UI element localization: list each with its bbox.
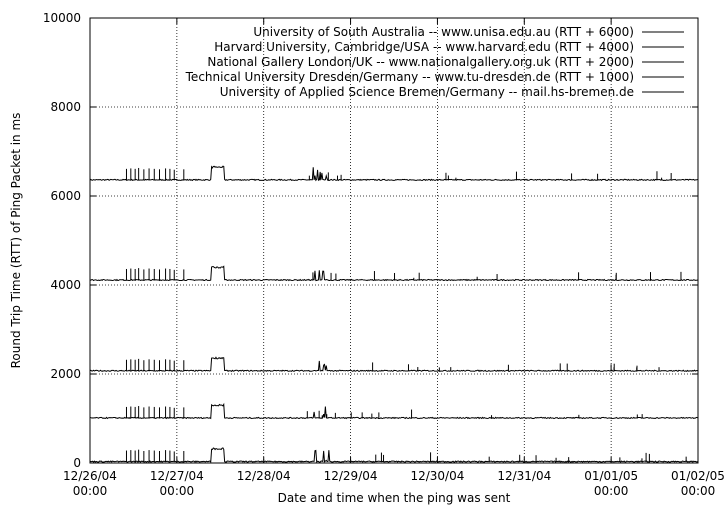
series-4 [89,447,699,464]
legend-label: University of South Australia -- www.uni… [253,25,634,39]
x-axis-title: Date and time when the ping was sent [278,491,511,505]
legend-label: National Gallery London/UK -- www.nation… [207,55,634,69]
series-line [89,447,699,464]
x-tick-label-time: 00:00 [681,484,716,498]
y-tick-label: 4000 [50,278,81,292]
plot-frame [89,17,699,464]
legend: University of South Australia -- www.uni… [185,25,684,99]
x-tick-label-date: 01/02/05 [671,469,724,483]
y-tick-label: 6000 [50,189,81,203]
x-tick-label-date: 12/28/04 [237,469,291,483]
x-tick-label-time: 00:00 [160,484,195,498]
y-axis-title: Round Trip Time (RTT) of Ping Packet in … [9,113,23,369]
y-tick-label: 2000 [50,367,81,381]
grid-lines [90,18,698,463]
x-tick-label-date: 12/31/04 [497,469,551,483]
x-tick-label-date: 01/01/05 [584,469,638,483]
y-tick-label: 8000 [50,100,81,114]
legend-label: Technical University Dresden/Germany -- … [185,70,634,84]
series-line [89,402,699,420]
x-tick-label-date: 12/26/04 [63,469,117,483]
y-tick-label: 0 [73,456,81,470]
y-tick-label: 10000 [43,11,81,25]
series-3 [89,402,699,420]
x-tick-label-time: 00:00 [73,484,108,498]
series-2 [89,356,699,373]
x-tick-label-date: 12/29/04 [324,469,378,483]
series-0 [89,165,699,182]
series-1 [89,265,699,282]
series-line [89,165,699,182]
series-layer [89,165,699,464]
y-axis-ticks: 0 2000 4000 6000 8000 10000 [43,11,698,470]
series-line [89,265,699,282]
legend-label: Harvard University, Cambridge/USA -- www… [214,40,634,54]
series-line [89,356,699,373]
x-tick-label-date: 12/27/04 [150,469,204,483]
x-tick-label-date: 12/30/04 [410,469,464,483]
x-tick-label-time: 00:00 [594,484,629,498]
legend-label: University of Applied Science Bremen/Ger… [220,85,634,99]
